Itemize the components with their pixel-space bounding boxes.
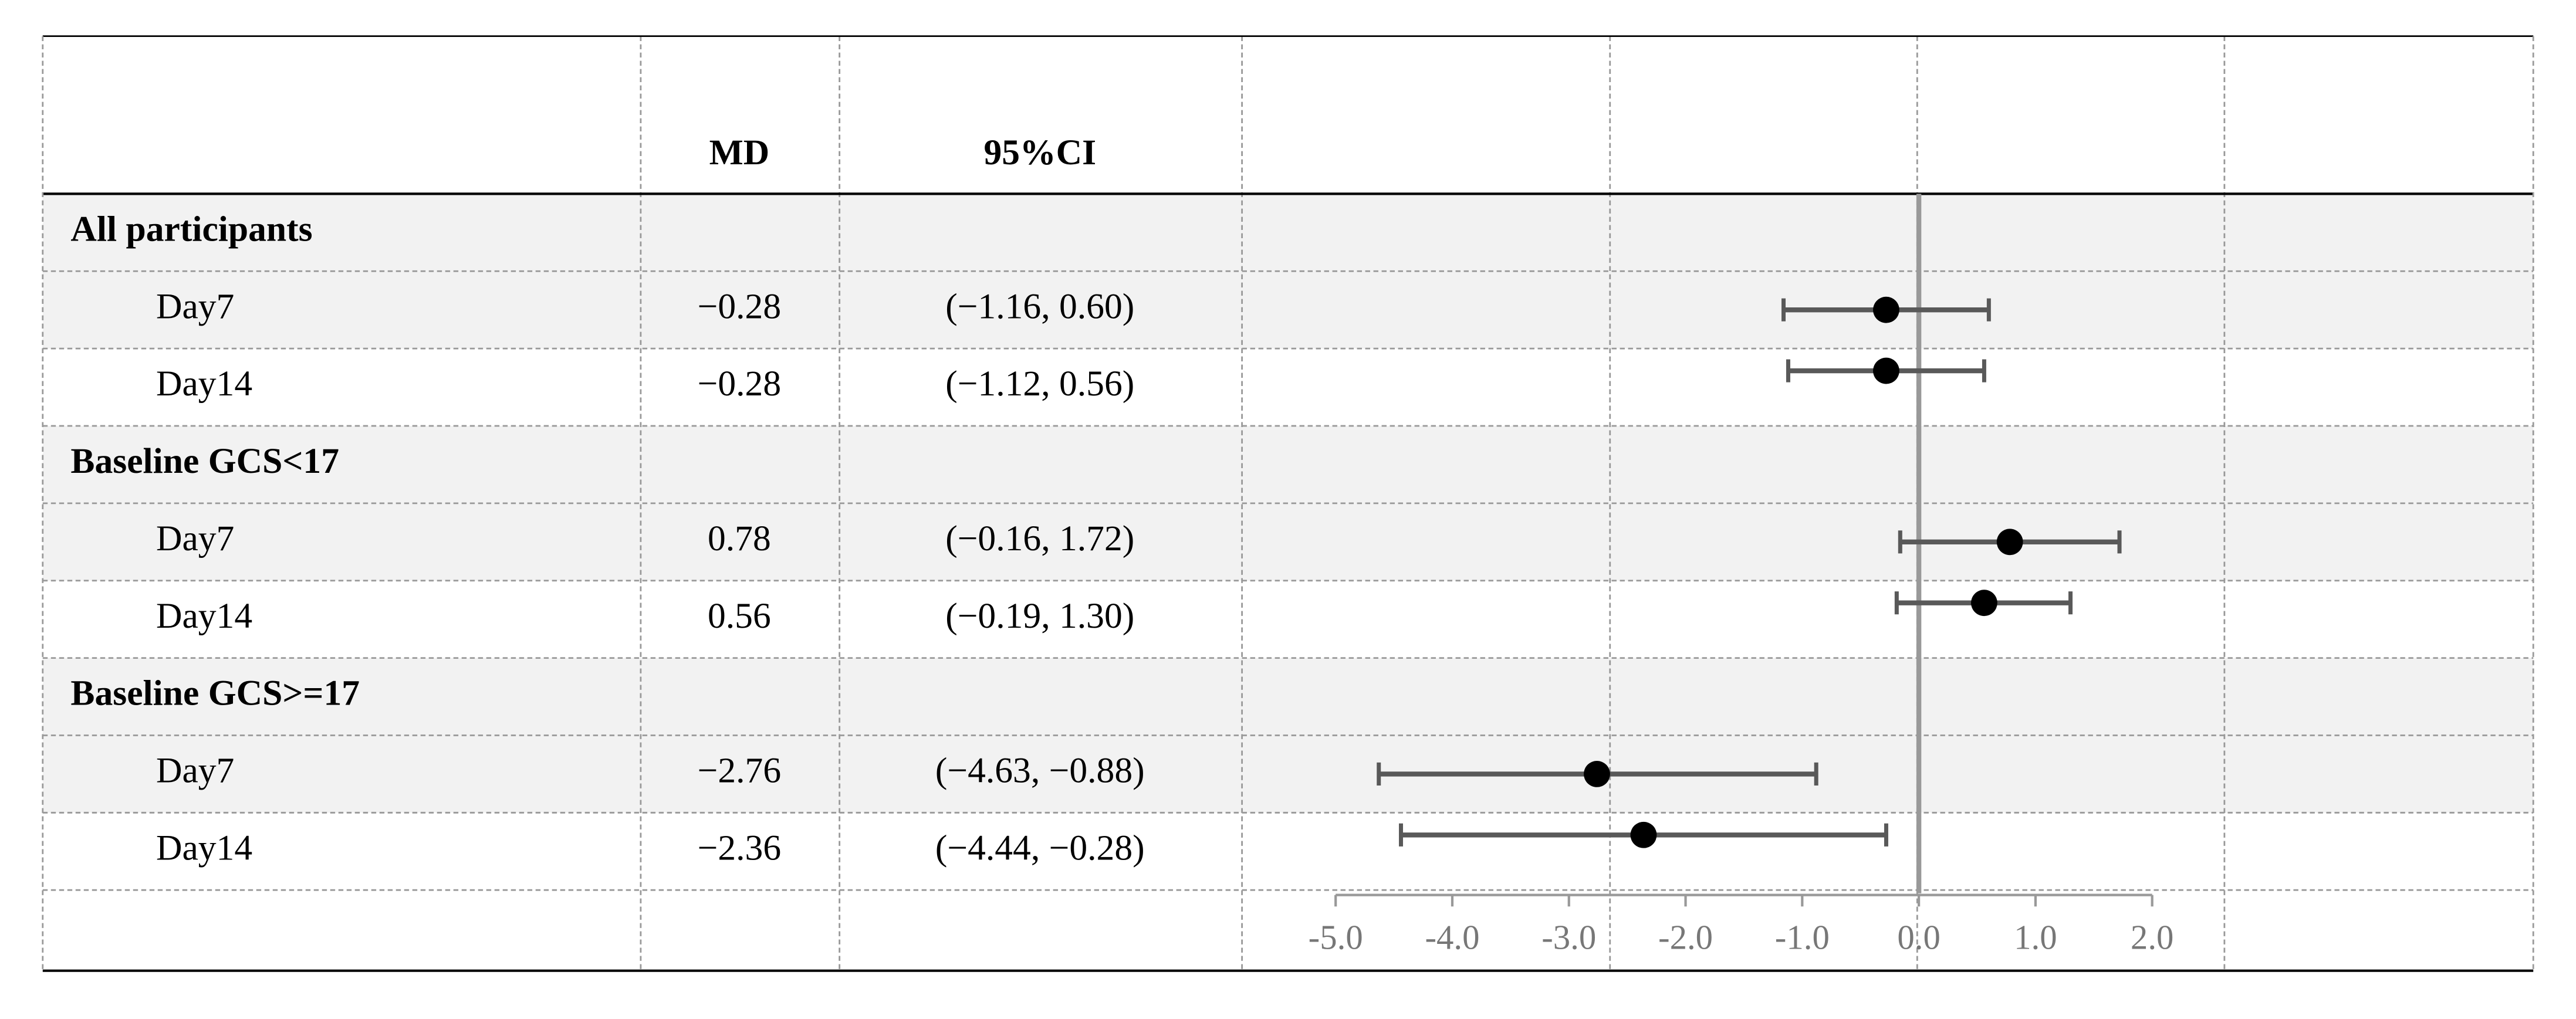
- x-tick-label: -4.0: [1425, 918, 1479, 956]
- row-label: Day7: [156, 751, 234, 791]
- x-tick-label: -5.0: [1309, 918, 1363, 956]
- ci-value: (−0.19, 1.30): [945, 596, 1134, 636]
- md-point: [1996, 529, 2023, 556]
- ci-value: (−4.63, −0.88): [935, 751, 1145, 791]
- md-point: [1873, 296, 1899, 323]
- table-lines: [42, 35, 2534, 972]
- ci-value: (−1.12, 0.56): [945, 364, 1134, 404]
- md-value: 0.78: [708, 519, 771, 558]
- group-label: Baseline GCS<17: [70, 441, 339, 481]
- row-label: Day14: [156, 828, 252, 868]
- md-value: −2.76: [698, 751, 782, 791]
- md-point: [1584, 761, 1610, 787]
- row-label: Day14: [156, 364, 252, 404]
- row-label: Day7: [156, 286, 234, 326]
- group-label: All participants: [70, 209, 312, 249]
- md-point: [1971, 590, 1997, 617]
- plot: All participants Day7 −0.28 (−1.16, 0.60) Da…: [70, 194, 2173, 956]
- row-bg: [42, 194, 2534, 272]
- ci-value: (−0.16, 1.72): [945, 519, 1134, 558]
- ci-value: (−1.16, 0.60): [945, 286, 1134, 326]
- x-tick-label: 0.0: [1897, 918, 1940, 956]
- x-tick-label: 2.0: [2131, 918, 2173, 956]
- x-tick-label: -2.0: [1658, 918, 1713, 956]
- row-label: Day7: [156, 519, 234, 558]
- header-md: MD: [709, 133, 770, 172]
- row-bg: [42, 503, 2534, 581]
- row-label: Day14: [156, 596, 252, 636]
- md-point: [1630, 821, 1657, 848]
- row-bg: [42, 735, 2534, 813]
- row-bg: [42, 425, 2534, 503]
- md-value: 0.56: [708, 596, 771, 636]
- header-ci: 95%CI: [983, 133, 1096, 172]
- md-value: −0.28: [698, 364, 782, 404]
- row-shading: [42, 194, 2534, 813]
- md-value: −2.36: [698, 828, 782, 868]
- group-label: Baseline GCS>=17: [70, 673, 360, 713]
- ci-value: (−4.44, −0.28): [935, 828, 1145, 868]
- x-tick-label: -3.0: [1541, 918, 1596, 956]
- md-value: −0.28: [698, 286, 782, 326]
- md-point: [1873, 357, 1899, 384]
- row-bg: [42, 658, 2534, 736]
- row-bg: [42, 271, 2534, 349]
- x-tick-label: 1.0: [2014, 918, 2057, 956]
- x-tick-label: -1.0: [1775, 918, 1830, 956]
